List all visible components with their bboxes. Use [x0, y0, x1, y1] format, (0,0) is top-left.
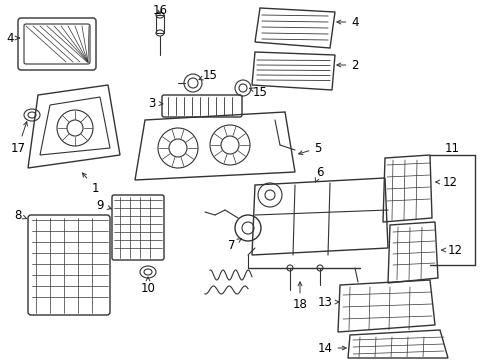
Text: 18: 18 [292, 282, 307, 311]
Text: 10: 10 [140, 277, 155, 294]
Text: 16: 16 [152, 4, 167, 17]
Text: 17: 17 [10, 122, 27, 154]
Text: 14: 14 [317, 342, 346, 355]
Text: 8: 8 [14, 208, 27, 221]
Text: 9: 9 [96, 198, 111, 212]
Text: 7: 7 [228, 239, 241, 252]
Text: 5: 5 [298, 141, 321, 154]
Text: 1: 1 [82, 173, 99, 194]
Text: 13: 13 [317, 296, 338, 309]
Text: 4: 4 [336, 15, 358, 28]
Text: 6: 6 [315, 166, 323, 182]
Text: 3: 3 [148, 96, 163, 109]
Text: 12: 12 [441, 243, 462, 257]
Text: 12: 12 [435, 176, 457, 189]
Text: 15: 15 [249, 86, 267, 99]
Text: 11: 11 [444, 141, 459, 154]
Bar [156, 15, 163, 33]
Text: 4: 4 [6, 32, 20, 45]
Text: 2: 2 [336, 59, 358, 72]
Text: 15: 15 [199, 68, 217, 81]
